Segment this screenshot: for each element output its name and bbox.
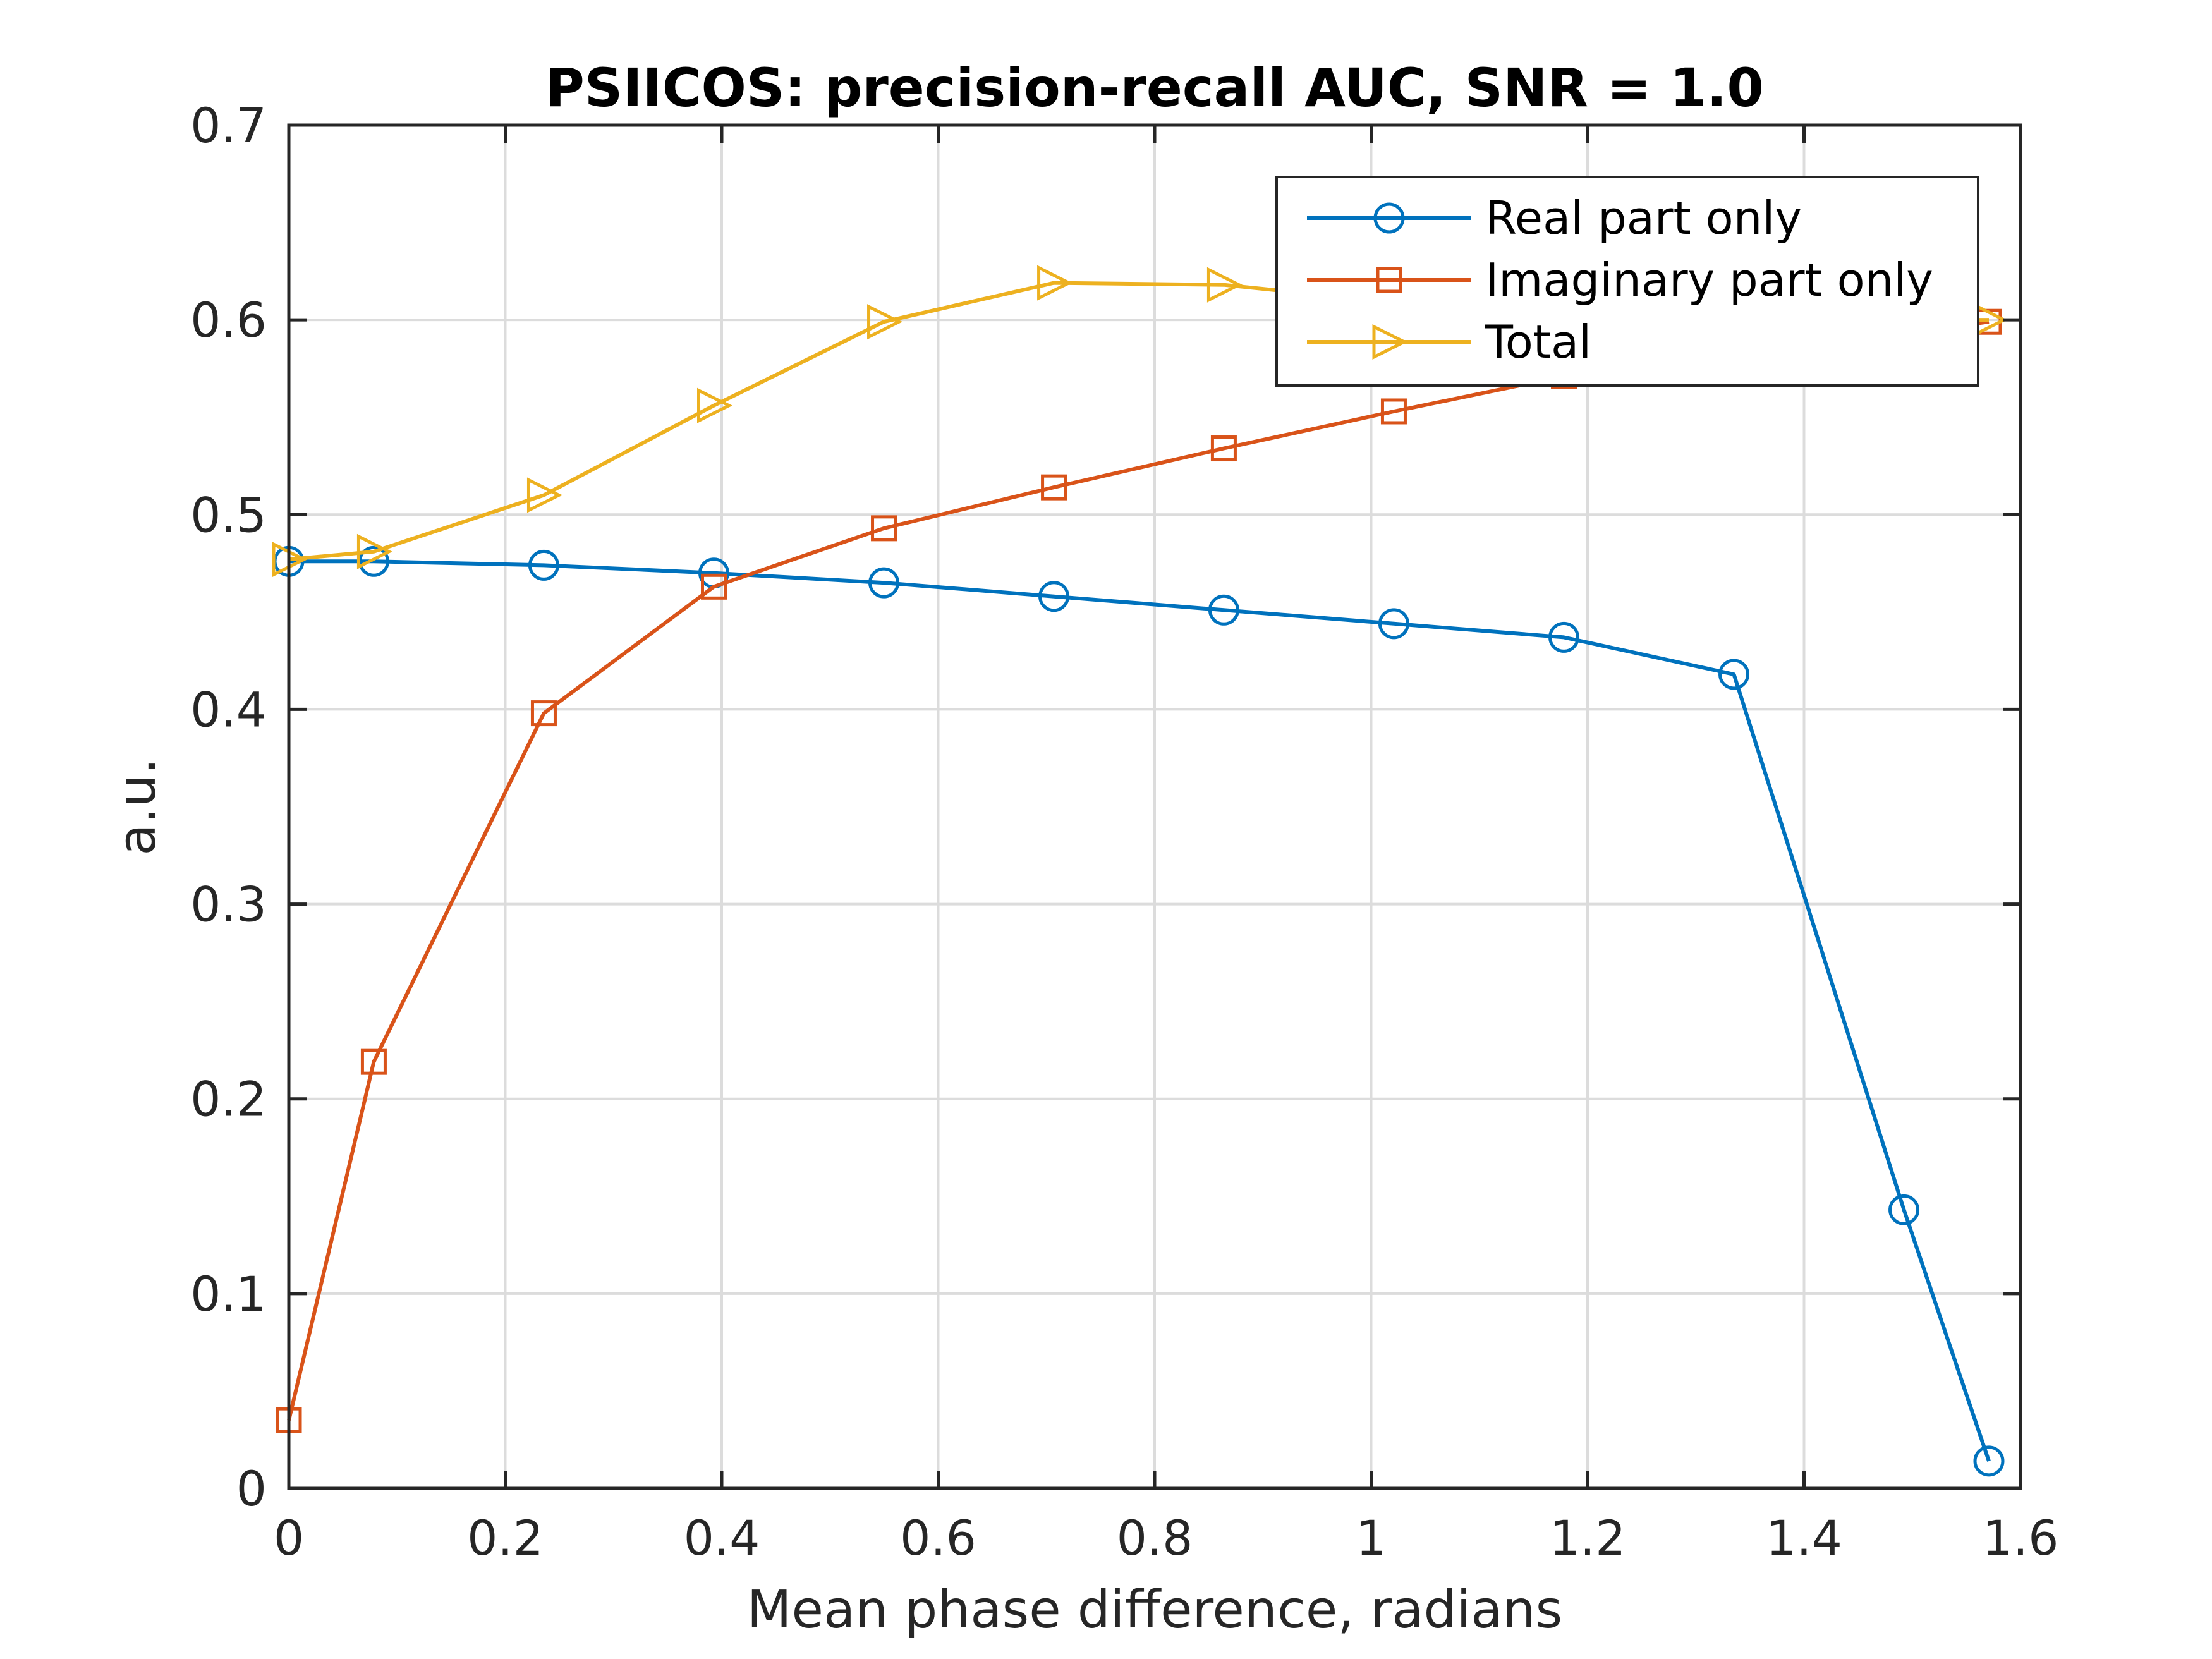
legend-marker-imaginary-part-only — [1376, 267, 1402, 293]
data-point-imaginary-part-only — [1380, 398, 1407, 425]
chart-title: PSIICOS: precision-recall AUC, SNR = 1.0 — [545, 57, 1764, 119]
x-tick-label: 0.2 — [467, 1510, 544, 1566]
data-point-total — [1037, 265, 1073, 301]
data-point-total — [867, 304, 903, 340]
data-point-total — [356, 533, 393, 569]
series-imaginary-part-only — [276, 308, 2002, 1433]
x-tick-label: 1 — [1356, 1510, 1386, 1566]
legend-marker-real-part-only — [1373, 202, 1405, 234]
data-point-real-part-only — [1718, 659, 1750, 690]
legend: Real part only Imaginary part only Total — [1275, 176, 1979, 387]
data-point-total — [1206, 267, 1243, 303]
data-point-imaginary-part-only — [530, 700, 557, 727]
data-point-total — [696, 387, 733, 423]
data-point-real-part-only — [1973, 1445, 2005, 1477]
legend-label-real-part-only: Real part only — [1485, 191, 1802, 245]
x-axis-label: Mean phase difference, radians — [747, 1580, 1563, 1640]
y-tick-label: 0.6 — [190, 292, 267, 348]
y-tick-label: 0.1 — [190, 1266, 267, 1322]
series-real-part-only — [273, 545, 2005, 1477]
data-point-real-part-only — [1208, 594, 1239, 626]
x-tick-label: 1.6 — [1983, 1510, 2059, 1566]
legend-label-total: Total — [1485, 315, 1591, 368]
data-point-imaginary-part-only — [1041, 474, 1067, 501]
legend-label-imaginary-part-only: Imaginary part only — [1485, 253, 1933, 307]
data-point-real-part-only — [1888, 1194, 1920, 1225]
series-line-real-part-only — [289, 559, 1991, 1462]
y-tick-label: 0.4 — [190, 681, 267, 738]
y-tick-label: 0.5 — [190, 487, 267, 543]
data-point-real-part-only — [1378, 608, 1409, 640]
data-point-total — [526, 477, 563, 513]
data-point-imaginary-part-only — [700, 573, 727, 600]
data-point-imaginary-part-only — [360, 1048, 387, 1075]
data-point-real-part-only — [1038, 581, 1070, 612]
data-point-real-part-only — [528, 549, 559, 581]
x-tick-label: 0.4 — [684, 1510, 760, 1566]
y-tick-label: 0 — [236, 1461, 267, 1517]
y-tick-label: 0.3 — [190, 877, 267, 933]
y-tick-label: 0.7 — [190, 97, 267, 154]
x-tick-label: 0 — [274, 1510, 304, 1566]
data-point-real-part-only — [1548, 621, 1579, 653]
x-tick-label: 0.6 — [900, 1510, 976, 1566]
data-point-real-part-only — [868, 567, 900, 599]
data-point-imaginary-part-only — [1210, 435, 1237, 462]
legend-marker-total — [1372, 324, 1408, 360]
data-point-imaginary-part-only — [871, 515, 897, 542]
x-tick-label: 0.8 — [1117, 1510, 1193, 1566]
axis-ticks: 0 0.2 0.4 0.6 0.8 1 1.2 1.4 1.6 0 0.1 0.2 0.3 0.4 0.5 0… — [190, 97, 2058, 1566]
y-tick-label: 0.2 — [190, 1071, 267, 1127]
x-tick-label: 1.2 — [1550, 1510, 1626, 1566]
y-axis-label: a.u. — [107, 758, 167, 855]
x-tick-label: 1.4 — [1766, 1510, 1842, 1566]
